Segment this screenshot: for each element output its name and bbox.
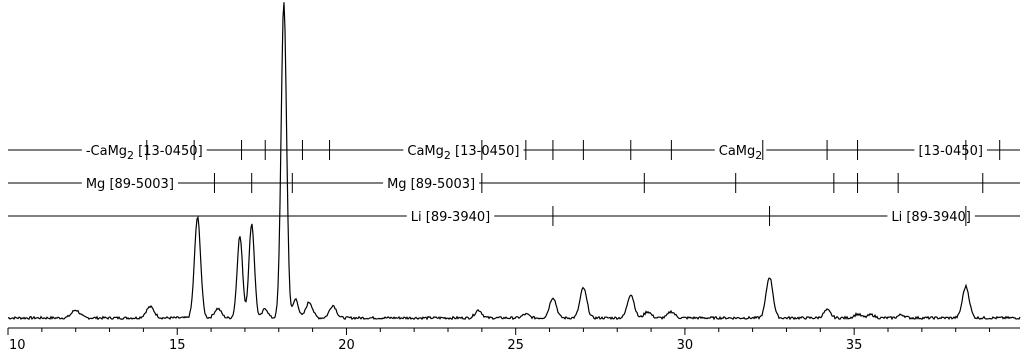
x-tick-label: 25 xyxy=(507,338,524,353)
reference-label-text: CaMg xyxy=(719,144,756,159)
reference-label: CaMg2 [13-0450] xyxy=(407,144,519,162)
reference-row: Mg [89-5003] Mg [89-5003] xyxy=(8,173,1020,193)
series-line xyxy=(7,2,1021,321)
reference-label-text: -CaMg xyxy=(86,144,127,159)
reference-label-text: Li [89-3940] xyxy=(411,210,490,225)
reference-label-subscript: 2 xyxy=(444,149,451,162)
x-tick-label: 20 xyxy=(338,338,355,353)
x-tick-label: 35 xyxy=(846,338,863,353)
x-tick-label: 15 xyxy=(169,338,186,353)
reference-label-text: Li [89-3940] xyxy=(891,210,970,225)
reference-patterns: -CaMg2 [13-0450] CaMg2 [13-0450] CaMg2 [13-… xyxy=(8,140,1020,226)
reference-label: Li [89-3940] xyxy=(411,210,490,225)
reference-row: -CaMg2 [13-0450] CaMg2 [13-0450] CaMg2 [13-… xyxy=(8,140,1020,162)
reference-label-text: [13-0450] xyxy=(451,144,520,159)
reference-label-text: [13-0450] xyxy=(918,144,982,159)
x-tick-label: 30 xyxy=(677,338,694,353)
reference-label-text: [13-0450] xyxy=(134,144,203,159)
reference-label-text: CaMg xyxy=(407,144,444,159)
reference-label: Mg [89-5003] xyxy=(387,177,475,192)
reference-label: [13-0450] xyxy=(918,144,982,159)
x-tick-label: 10 xyxy=(9,338,26,353)
reference-label: Li [89-3940] xyxy=(891,210,970,225)
reference-label-subscript: 2 xyxy=(755,149,762,162)
reference-label: Mg [89-5003] xyxy=(86,177,174,192)
reference-row: Li [89-3940] Li [89-3940] xyxy=(8,206,1020,226)
x-axis: 10 15 20 25 30 35 xyxy=(7,327,1020,353)
pattern-trace xyxy=(7,2,1021,321)
reference-label-text: Mg [89-5003] xyxy=(86,177,174,192)
reference-label: -CaMg2 [13-0450] xyxy=(86,144,203,162)
reference-label: CaMg2 xyxy=(719,144,763,162)
reference-label-subscript: 2 xyxy=(127,149,134,162)
reference-label-text: Mg [89-5003] xyxy=(387,177,475,192)
